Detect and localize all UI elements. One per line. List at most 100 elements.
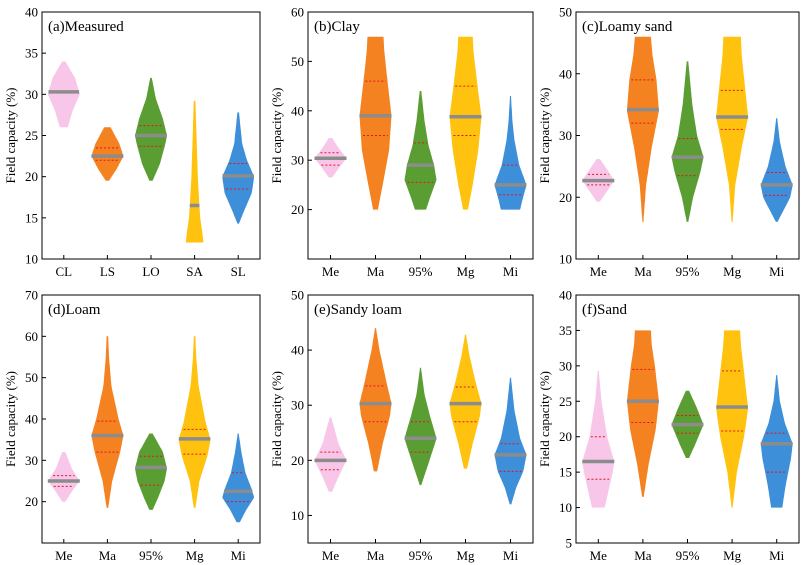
y-tick-label: 20 [291, 453, 304, 468]
y-tick-label: 40 [291, 103, 304, 118]
y-axis-label: Field capacity (%) [537, 87, 552, 183]
violin-body [626, 36, 659, 222]
x-tick-label: Me [322, 548, 340, 563]
x-tick-label: Mi [503, 548, 519, 563]
violin-body [178, 336, 211, 508]
x-tick-label: 95% [676, 264, 700, 279]
chart-panel: 5 10 15 20 25 30 35 40 Field capacity (%) (f)Sand… [537, 288, 800, 563]
violin-body [222, 433, 255, 523]
y-tick-label: 35 [25, 46, 38, 61]
violin-body [135, 77, 167, 181]
y-tick-label: 40 [25, 5, 38, 20]
violin-body [760, 375, 793, 508]
violin-body [185, 100, 204, 243]
y-axis-label: Field capacity (%) [269, 371, 284, 467]
x-tick-label: Mi [769, 264, 785, 279]
panel-title: (f)Sand [582, 302, 627, 318]
x-tick-label: CL [55, 264, 72, 279]
y-tick-label: 10 [25, 252, 38, 267]
y-tick-label: 15 [25, 210, 38, 225]
panel-title: (a)Measured [48, 19, 124, 35]
x-tick-label: Ma [99, 548, 117, 563]
x-tick-label: 95% [676, 548, 700, 563]
x-tick-label: Me [55, 548, 73, 563]
y-tick-label: 40 [559, 66, 572, 81]
violin-body [760, 118, 793, 222]
y-tick-label: 40 [25, 412, 38, 427]
violin-body [314, 417, 347, 492]
x-tick-label: LS [100, 264, 115, 279]
chart-panel: 10 15 20 25 30 35 40 Field capacity (%) (a)Measu… [3, 5, 261, 279]
violin-body [47, 61, 80, 128]
x-tick-label: Me [322, 264, 340, 279]
chart-panel: 10 20 30 40 50 Field capacity (%) (e)Sandy loa… [269, 288, 534, 563]
y-tick-label: 20 [25, 494, 38, 509]
y-tick-label: 30 [559, 128, 572, 143]
violin-body [91, 336, 124, 508]
x-tick-label: Me [590, 548, 608, 563]
chart-panel: 20 30 40 50 60 70 Field capacity (%) (d)Loam Me M… [3, 288, 261, 563]
violin-body [494, 377, 527, 505]
violin-body [359, 36, 392, 210]
y-axis-label: Field capacity (%) [3, 87, 18, 183]
violin-body [449, 36, 482, 210]
y-tick-label: 30 [291, 398, 304, 413]
x-tick-label: LO [142, 264, 159, 279]
x-tick-label: Ma [634, 548, 652, 563]
x-tick-label: SL [231, 264, 246, 279]
panel-title: (d)Loam [48, 302, 101, 318]
y-tick-label: 20 [291, 202, 304, 217]
y-tick-label: 10 [559, 252, 572, 267]
y-tick-label: 30 [291, 153, 304, 168]
violin-body [627, 330, 659, 497]
y-tick-label: 40 [559, 288, 572, 303]
y-tick-label: 25 [25, 128, 38, 143]
violin-body [671, 61, 704, 222]
chart-panel: 20 30 40 50 60 Field capacity (%) (b)Clay Me Ma 9… [269, 5, 534, 279]
y-tick-label: 20 [559, 429, 572, 444]
x-tick-label: SA [186, 264, 203, 279]
violin-body [582, 370, 615, 508]
violin-body [222, 112, 255, 224]
x-tick-label: Ma [367, 264, 385, 279]
violin-body [494, 96, 527, 210]
y-tick-label: 30 [559, 358, 572, 373]
violin-body [359, 328, 392, 472]
y-tick-label: 15 [559, 465, 572, 480]
violin-body [91, 127, 124, 181]
y-axis-label: Field capacity (%) [269, 87, 284, 183]
y-tick-label: 20 [559, 190, 572, 205]
panel-title: (b)Clay [314, 19, 360, 35]
y-tick-label: 50 [291, 54, 304, 69]
violin-body [404, 367, 437, 486]
x-tick-label: 95% [409, 264, 433, 279]
chart-panel: 10 20 30 40 50 Field capacity (%) (c)Loamy san… [537, 5, 800, 279]
y-tick-label: 40 [291, 343, 304, 358]
x-tick-label: Mg [456, 264, 475, 279]
y-tick-label: 35 [559, 323, 572, 338]
y-tick-label: 30 [25, 453, 38, 468]
x-tick-label: Mg [186, 548, 205, 563]
x-tick-label: Mi [503, 264, 519, 279]
x-tick-label: 95% [139, 548, 163, 563]
x-tick-label: Mi [769, 548, 785, 563]
y-tick-label: 30 [25, 87, 38, 102]
y-tick-label: 50 [559, 5, 572, 20]
y-tick-label: 50 [291, 288, 304, 303]
y-tick-label: 70 [25, 288, 38, 303]
y-tick-label: 10 [559, 500, 572, 515]
x-tick-label: 95% [409, 548, 433, 563]
x-tick-label: Mi [231, 548, 247, 563]
y-tick-label: 50 [25, 370, 38, 385]
x-tick-label: Mg [456, 548, 475, 563]
panel-title: (e)Sandy loam [314, 302, 402, 318]
y-tick-label: 60 [291, 5, 304, 20]
x-tick-label: Me [590, 264, 608, 279]
y-axis-label: Field capacity (%) [537, 371, 552, 467]
y-tick-label: 20 [25, 169, 38, 184]
violin-body [449, 334, 482, 469]
y-tick-label: 60 [25, 329, 38, 344]
x-tick-label: Ma [367, 548, 385, 563]
x-tick-label: Mg [723, 264, 742, 279]
